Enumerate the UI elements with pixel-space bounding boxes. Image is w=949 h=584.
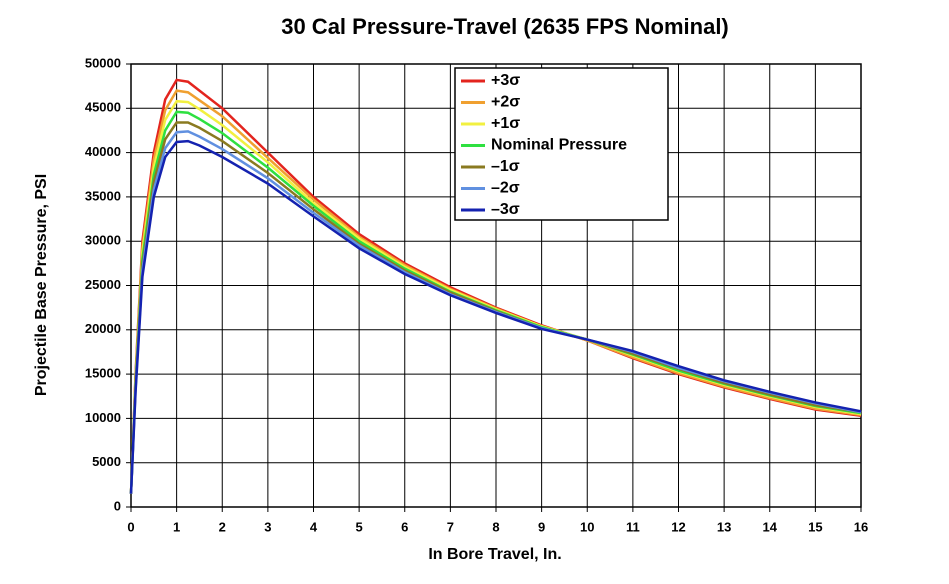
x-tick-label: 11	[626, 519, 640, 534]
y-tick-label: 35000	[85, 188, 121, 203]
legend-label: Nominal Pressure	[491, 137, 627, 154]
series-line	[129, 139, 862, 494]
y-tick-label: 40000	[85, 144, 121, 159]
y-tick-label: 20000	[85, 321, 121, 336]
x-tick-label: 15	[808, 519, 822, 534]
series-line	[129, 110, 862, 494]
series-line	[129, 89, 862, 494]
y-tick-label: 0	[114, 498, 121, 513]
y-tick-label: 5000	[92, 454, 121, 469]
plot-frame	[130, 63, 862, 508]
x-tick-label: 13	[717, 519, 731, 534]
y-tick-label: 10000	[85, 410, 121, 425]
x-tick-label: 1	[173, 519, 180, 534]
x-tick-label: 6	[401, 519, 408, 534]
x-tick-label: 9	[538, 519, 545, 534]
x-tick-label: 2	[219, 519, 226, 534]
x-tick-label: 7	[447, 519, 454, 534]
x-tick-label: 14	[763, 519, 778, 534]
y-tick-label: 50000	[85, 55, 121, 70]
x-tick-label: 16	[854, 519, 868, 534]
legend: +3σ +2σ +1σ Nominal Pressure –1σ –2σ –3σ	[454, 67, 669, 221]
x-tick-label: 5	[356, 519, 363, 534]
y-tick-label: 30000	[85, 233, 121, 248]
x-tick-label: 4	[310, 519, 318, 534]
legend-label: –1σ	[491, 158, 520, 175]
x-tick-label: 10	[580, 519, 594, 534]
legend-box	[454, 67, 669, 221]
y-axis-label: Projectile Base Pressure, PSI	[33, 174, 50, 396]
y-tick-label: 15000	[85, 366, 121, 381]
x-tick-label: 12	[671, 519, 685, 534]
x-tick-label: 8	[492, 519, 499, 534]
x-tick-label: 0	[127, 519, 134, 534]
legend-label: –3σ	[491, 201, 520, 218]
legend-label: +3σ	[491, 72, 520, 89]
y-tick-label: 45000	[85, 100, 121, 115]
legend-label: +2σ	[491, 94, 520, 111]
x-axis-label: In Bore Travel, In.	[428, 546, 561, 563]
series-line	[129, 130, 862, 494]
legend-label: +1σ	[491, 115, 520, 132]
chart-title: 30 Cal Pressure-Travel (2635 FPS Nominal…	[281, 14, 729, 39]
x-tick-label: 3	[264, 519, 271, 534]
legend-label: –2σ	[491, 180, 520, 197]
y-tick-label: 25000	[85, 277, 121, 292]
